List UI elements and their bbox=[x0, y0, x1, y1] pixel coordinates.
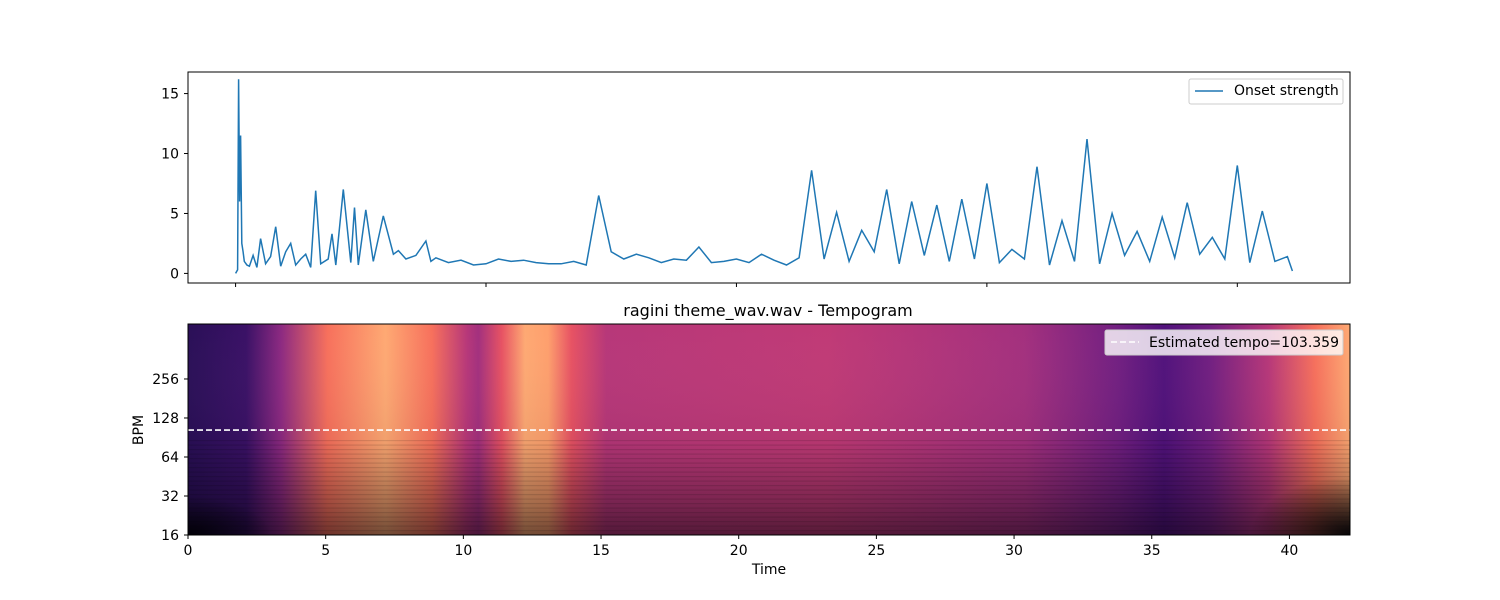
bottom-y-tick-label: 64 bbox=[161, 450, 179, 466]
onset-strength-line bbox=[234, 79, 1294, 274]
top-y-tick-label: 0 bbox=[170, 266, 179, 282]
heatmap-dark-corner bbox=[1150, 420, 1350, 535]
bottom-x-tick-label: 20 bbox=[730, 543, 748, 559]
bottom-x-tick-label: 0 bbox=[184, 543, 193, 559]
tempogram-plot: ragini theme_wav.wav - Tempogram 1632641… bbox=[131, 301, 1351, 578]
top-axes-frame bbox=[187, 71, 1351, 284]
tempo-legend: Estimated tempo=103.359 bbox=[1104, 329, 1344, 356]
top-x-axis bbox=[235, 283, 1238, 287]
bottom-x-tick-label: 35 bbox=[1143, 543, 1161, 559]
onset-strength-plot: 0 5 10 15 Onset strength bbox=[161, 71, 1351, 287]
bottom-x-tick-label: 40 bbox=[1281, 543, 1299, 559]
top-y-tick-label: 15 bbox=[161, 87, 179, 103]
bottom-y-axis: 16 32 64 128 256 bbox=[152, 372, 188, 544]
top-y-tick-label: 10 bbox=[161, 147, 179, 163]
x-axis-label: Time bbox=[751, 562, 786, 578]
tempo-legend-label: Estimated tempo=103.359 bbox=[1149, 335, 1339, 351]
bottom-x-tick-label: 10 bbox=[454, 543, 472, 559]
bottom-x-tick-label: 15 bbox=[592, 543, 610, 559]
top-legend: Onset strength bbox=[1188, 78, 1344, 105]
bottom-x-tick-label: 30 bbox=[1005, 543, 1023, 559]
bottom-x-axis: 0 5 10 15 20 25 30 35 40 bbox=[184, 535, 1299, 559]
top-y-tick-label: 5 bbox=[170, 206, 179, 222]
bottom-axes-frame bbox=[187, 323, 1351, 536]
top-y-axis: 0 5 10 15 bbox=[161, 87, 188, 282]
legend-label-onset: Onset strength bbox=[1234, 83, 1339, 99]
legend-box bbox=[1188, 78, 1344, 105]
heatmap-left-corner bbox=[188, 470, 328, 535]
y-axis-label: BPM bbox=[131, 415, 147, 445]
tempo-legend-box bbox=[1104, 329, 1344, 356]
top-axes-background bbox=[188, 72, 1350, 283]
bottom-x-tick-label: 25 bbox=[867, 543, 885, 559]
bottom-y-tick-label: 16 bbox=[161, 528, 179, 544]
bottom-x-tick-label: 5 bbox=[321, 543, 330, 559]
tempogram-title: ragini theme_wav.wav - Tempogram bbox=[623, 301, 912, 321]
bottom-y-tick-label: 128 bbox=[152, 411, 179, 427]
bottom-y-tick-label: 32 bbox=[161, 489, 179, 505]
bottom-y-tick-label: 256 bbox=[152, 372, 179, 388]
